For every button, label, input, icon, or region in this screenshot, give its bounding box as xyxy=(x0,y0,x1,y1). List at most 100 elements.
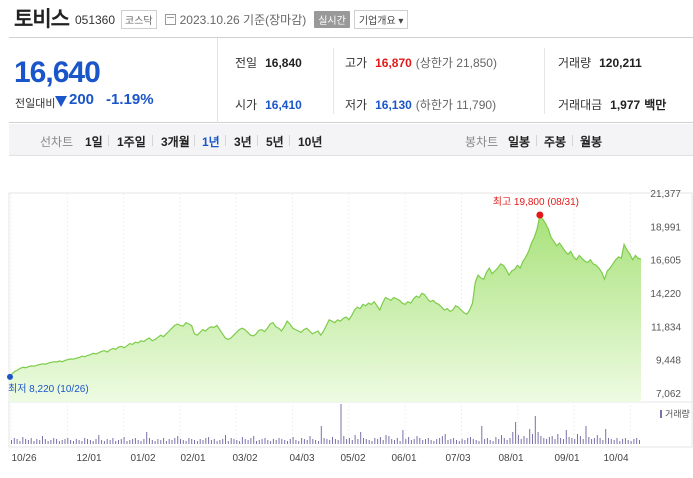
volume-bar xyxy=(281,439,283,444)
volume-bar xyxy=(292,437,294,444)
volume-bar xyxy=(410,440,412,444)
volume-bar xyxy=(253,436,255,444)
volume-bar xyxy=(636,438,638,444)
volume-bar xyxy=(377,439,379,444)
volume-bar xyxy=(284,440,286,444)
volume-bar xyxy=(306,440,308,444)
chart-toolbar: 선차트 1일 1주일 3개월 1년 3년 5년 10년 봉차트 일봉 주봉 월봉 xyxy=(9,124,693,156)
volume-bar xyxy=(196,441,198,444)
volume-bar xyxy=(219,440,221,444)
price-change: 200 xyxy=(69,91,95,108)
period-10y[interactable]: 10년 xyxy=(298,135,323,149)
candle-weekly[interactable]: 주봉 xyxy=(544,135,567,149)
volume-bar xyxy=(574,439,576,444)
volume-bar xyxy=(267,440,269,444)
company-overview-dropdown[interactable]: 기업개요 ▾ xyxy=(353,10,409,29)
volume-bar xyxy=(540,436,542,444)
candle-monthly[interactable]: 월봉 xyxy=(580,135,603,149)
volume-bar xyxy=(481,426,483,444)
volume-bar xyxy=(379,437,381,444)
volume-bar xyxy=(258,440,260,444)
volume-bar xyxy=(202,440,204,444)
period-3y[interactable]: 3년 xyxy=(234,135,252,149)
x-tick-label: 12/01 xyxy=(76,453,101,464)
x-tick-label: 08/01 xyxy=(498,453,523,464)
volume-bar xyxy=(408,437,410,444)
volume-bar xyxy=(591,439,593,444)
volume-bar xyxy=(360,432,362,444)
volume-bar xyxy=(343,436,345,444)
volume-bar xyxy=(478,441,480,444)
volume-bar xyxy=(368,440,370,444)
volume-bar xyxy=(416,436,418,444)
volume-bar xyxy=(515,422,517,444)
volume-bar xyxy=(332,437,333,444)
volume-bar xyxy=(593,438,595,444)
volume-bar xyxy=(132,439,134,444)
volume-bar xyxy=(433,441,435,444)
candle-daily[interactable]: 일봉 xyxy=(508,135,531,149)
volume-bar xyxy=(210,440,212,444)
volume-bar xyxy=(532,434,533,444)
volume-bar xyxy=(137,440,139,444)
volume-bar xyxy=(168,439,170,444)
y-tick-label: 16,605 xyxy=(650,256,681,267)
volume-legend: 거래량 xyxy=(660,407,690,420)
current-price-box: 16,640 전일대비 200 -1.19% xyxy=(9,38,218,123)
volume-bar xyxy=(70,440,72,444)
volume-bar xyxy=(346,439,348,444)
price-chart: 21,377 18,991 16,605 14,220 11,834 9,448 7,062… xyxy=(0,157,693,478)
volume-bar xyxy=(194,440,195,444)
price-line xyxy=(8,213,642,378)
period-1d[interactable]: 1일 xyxy=(85,135,103,149)
volume-bar xyxy=(298,441,300,444)
volume-bar xyxy=(422,440,424,444)
line-chart-label: 선차트 xyxy=(40,135,74,149)
volume-bar xyxy=(624,438,626,444)
period-1w[interactable]: 1주일 xyxy=(117,135,146,149)
volume-bar xyxy=(165,441,167,444)
volume-bar xyxy=(81,441,83,444)
volume-bar xyxy=(73,441,74,444)
change-rate: -1.19% xyxy=(106,91,154,108)
volume-bar xyxy=(596,435,598,444)
volume-bar xyxy=(67,438,69,444)
volume-bar xyxy=(619,441,621,444)
x-tick-label: 09/01 xyxy=(554,453,579,464)
volume-bar xyxy=(61,440,63,444)
period-5y[interactable]: 5년 xyxy=(266,135,284,149)
volume-bar xyxy=(627,440,629,444)
low-annotation: 최저 8,220 (10/26) xyxy=(8,383,89,395)
volume-bar xyxy=(523,436,525,444)
volume-bar xyxy=(278,438,280,444)
volume-bar xyxy=(608,438,609,444)
realtime-button[interactable]: 실시간 xyxy=(314,11,350,28)
volume-bar xyxy=(529,429,531,444)
volume-bar xyxy=(109,440,111,444)
volume-bar xyxy=(261,439,263,444)
volume-bar xyxy=(385,435,387,444)
volume-bar xyxy=(554,439,556,444)
volume-bar xyxy=(503,438,505,444)
volume-bar xyxy=(312,439,314,444)
volume-bar xyxy=(334,439,336,444)
period-3m[interactable]: 3개월 xyxy=(161,135,190,149)
volume-bar xyxy=(354,435,356,444)
volume-bar xyxy=(472,439,474,444)
volume-bar xyxy=(453,438,455,444)
volume-bar xyxy=(560,438,562,444)
volume-bar xyxy=(470,437,471,444)
stock-code: 051360 xyxy=(74,13,116,27)
change-label: 전일대비 xyxy=(15,98,56,110)
period-1y[interactable]: 1년 xyxy=(202,135,220,149)
x-tick-label: 06/01 xyxy=(391,453,416,464)
volume-bar xyxy=(30,438,32,444)
volume-bar xyxy=(289,439,291,444)
volume-bar xyxy=(89,440,91,444)
volume-bar xyxy=(630,441,632,444)
down-arrow-icon xyxy=(55,96,67,107)
volume-bar xyxy=(579,436,581,444)
day-low: 저가 16,130 (하한가 11,790) xyxy=(345,98,497,112)
volume-bar xyxy=(326,439,328,444)
volume-legend-marker xyxy=(660,410,662,418)
